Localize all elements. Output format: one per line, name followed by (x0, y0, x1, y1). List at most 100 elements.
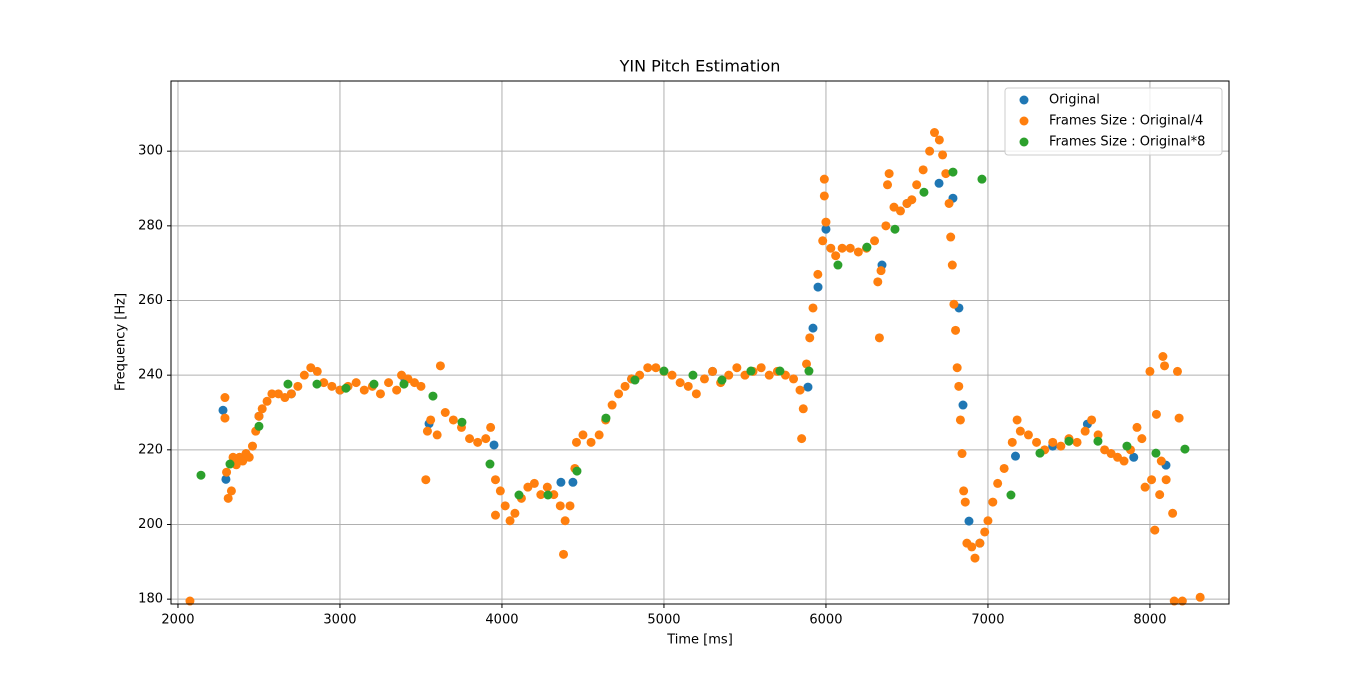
point (999, 463, 1009, 473)
x-tick-label: 6000 (809, 613, 842, 628)
point (630, 375, 640, 385)
x-tick-label: 7000 (971, 613, 1004, 628)
point (1158, 351, 1168, 361)
point (286, 389, 296, 399)
point (426, 415, 436, 425)
point (559, 549, 569, 559)
point (578, 430, 588, 440)
point (1072, 437, 1082, 447)
point (505, 516, 515, 526)
point (890, 224, 900, 234)
point (486, 422, 496, 432)
point (1161, 475, 1171, 485)
point (919, 187, 929, 197)
x-tick-label: 5000 (647, 613, 680, 628)
point (732, 363, 742, 373)
point (485, 459, 495, 469)
point (1150, 525, 1160, 535)
point (960, 497, 970, 507)
point (1010, 451, 1020, 461)
point (1156, 456, 1166, 466)
point (514, 490, 524, 500)
legend: Original Frames Size : Original/4 Frames S… (1004, 87, 1223, 156)
point (399, 379, 409, 389)
point (1169, 596, 1179, 606)
point (529, 478, 539, 488)
point (220, 393, 230, 403)
plot-area (171, 81, 1229, 604)
point (312, 379, 322, 389)
point (489, 440, 499, 450)
point (607, 400, 617, 410)
point (944, 198, 954, 208)
point (808, 303, 818, 313)
point (432, 430, 442, 440)
point (980, 527, 990, 537)
point (228, 452, 238, 462)
point (907, 195, 917, 205)
point (683, 381, 693, 391)
point (675, 378, 685, 388)
legend-label: Original (1049, 93, 1100, 108)
point (1056, 441, 1066, 451)
point (555, 501, 565, 511)
point (958, 400, 968, 410)
point (448, 415, 458, 425)
point (876, 266, 886, 276)
point (481, 434, 491, 444)
point (421, 475, 431, 485)
point (226, 486, 236, 496)
point (934, 135, 944, 145)
point (262, 396, 272, 406)
point (1180, 444, 1190, 454)
point (495, 486, 505, 496)
point (283, 379, 293, 389)
point (883, 180, 893, 190)
point (691, 389, 701, 399)
point (536, 490, 546, 500)
point (775, 366, 785, 376)
point (1168, 508, 1178, 518)
point (435, 361, 445, 371)
y-tick-label: 220 (138, 442, 163, 457)
point (568, 477, 578, 487)
point (620, 381, 630, 391)
point (299, 370, 309, 380)
point (218, 405, 228, 415)
y-tick-label: 180 (138, 592, 163, 607)
point (934, 178, 944, 188)
legend-label: Frames Size : Original*8 (1049, 135, 1205, 150)
point (614, 389, 624, 399)
point (1147, 475, 1157, 485)
point (1177, 596, 1187, 606)
point (1012, 415, 1022, 425)
point (881, 221, 891, 231)
point (884, 169, 894, 179)
point (222, 467, 232, 477)
point (970, 553, 980, 563)
y-tick-label: 280 (138, 218, 163, 233)
point (1048, 437, 1058, 447)
point (319, 378, 329, 388)
point (708, 366, 718, 376)
point (918, 165, 928, 175)
point (821, 224, 831, 234)
point (490, 475, 500, 485)
point (951, 325, 961, 335)
point (895, 206, 905, 216)
point (1093, 430, 1103, 440)
point (949, 299, 959, 309)
point (440, 407, 450, 417)
legend-marker (1019, 116, 1029, 126)
point (804, 366, 814, 376)
point (560, 516, 570, 526)
point (221, 474, 231, 484)
point (837, 243, 847, 253)
point (993, 478, 1003, 488)
point (803, 382, 813, 392)
point (422, 426, 432, 436)
point (795, 385, 805, 395)
point (955, 415, 965, 425)
point (465, 434, 475, 444)
point (473, 437, 483, 447)
